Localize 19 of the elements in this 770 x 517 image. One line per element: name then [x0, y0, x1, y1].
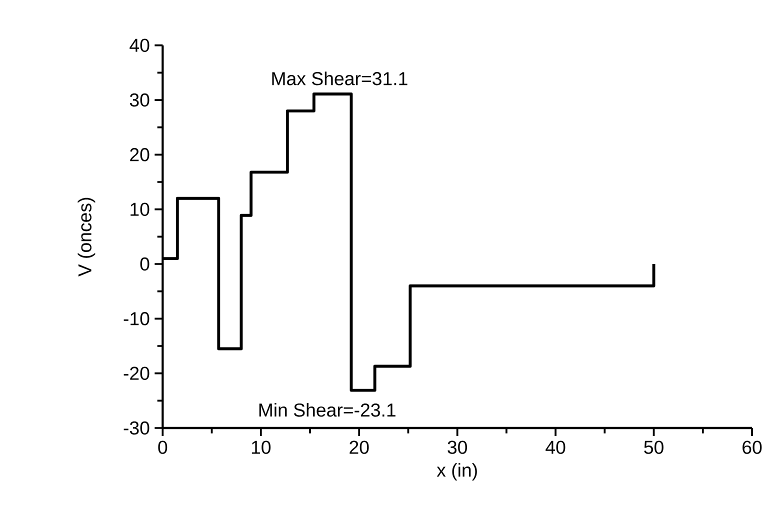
x-axis-title: x (in) — [436, 463, 477, 480]
y-tick-label: 0 — [140, 257, 150, 271]
y-tick-label: 30 — [130, 93, 150, 107]
y-tick-label: -30 — [124, 421, 150, 435]
y-axis-title: V (onces) — [78, 198, 96, 277]
y-tick-label: 20 — [130, 148, 150, 162]
annotation: Min Shear=-23.1 — [259, 402, 396, 417]
x-tick-label: 0 — [158, 440, 168, 454]
y-tick-label: 40 — [130, 38, 150, 52]
y-tick-label: 10 — [130, 202, 150, 216]
y-tick-label: -20 — [124, 366, 150, 380]
x-tick-label: 50 — [644, 440, 664, 454]
x-tick-label: 40 — [546, 440, 566, 454]
y-tick-label: -10 — [124, 312, 150, 326]
x-tick-label: 20 — [350, 440, 369, 454]
x-tick-label: 30 — [448, 440, 467, 454]
x-tick-label: 10 — [252, 440, 271, 454]
x-tick-label: 60 — [742, 440, 762, 454]
annotation: Max Shear=31.1 — [272, 72, 408, 86]
